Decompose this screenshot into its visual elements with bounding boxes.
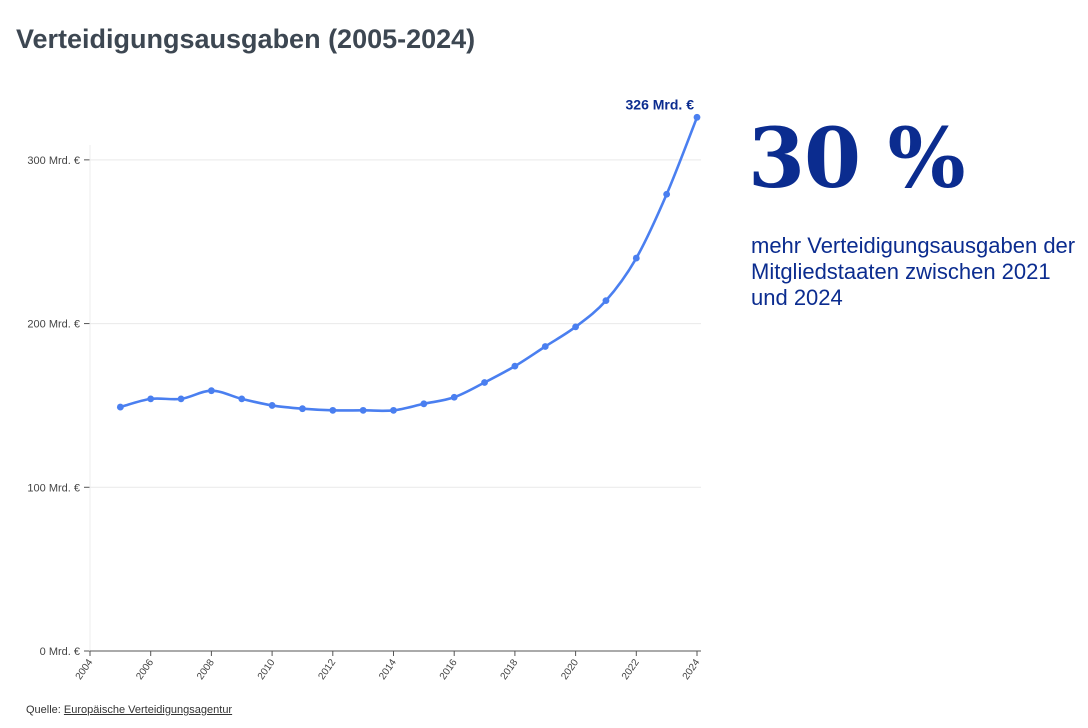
x-tick-label: 2022	[620, 657, 642, 682]
x-tick-label: 2024	[681, 657, 703, 682]
data-label-last: 326 Mrd. €	[626, 96, 695, 112]
axis-layer: 0 Mrd. € 100 Mrd. € 200 Mrd. € 300 Mrd. € 20…	[27, 145, 703, 682]
data-point	[541, 343, 549, 350]
source-note: Quelle: Europäische Verteidigungsagentur	[26, 704, 232, 716]
y-tick-label: 0 Mrd. €	[40, 646, 80, 658]
x-tick-label: 2008	[195, 657, 217, 682]
data-point	[177, 395, 185, 403]
data-point	[147, 395, 155, 403]
x-tick-label: 2012	[316, 657, 338, 682]
x-tick-label: 2006	[134, 657, 156, 682]
x-tick-label: 2010	[256, 657, 278, 682]
data-point	[572, 323, 579, 331]
data-point	[299, 405, 306, 413]
source-link[interactable]: Europäische Verteidigungsagentur	[63, 704, 233, 716]
x-tick-label: 2020	[559, 657, 581, 682]
data-point	[663, 190, 671, 198]
series-line	[119, 116, 699, 413]
data-point	[632, 254, 640, 262]
data-point	[390, 406, 397, 414]
data-point	[481, 379, 488, 386]
data-point	[268, 402, 276, 409]
label-layer: 326 Mrd. €	[626, 96, 695, 112]
data-point	[511, 362, 519, 370]
data-point	[420, 400, 428, 408]
data-point	[693, 113, 701, 121]
data-point	[359, 406, 367, 414]
data-point	[208, 387, 215, 395]
source-label: Quelle:	[26, 704, 61, 716]
data-point	[450, 393, 458, 401]
series-layer	[116, 113, 701, 414]
data-point	[329, 406, 337, 414]
stat-value: 30 %	[748, 111, 966, 207]
x-tick-label: 2016	[438, 657, 460, 682]
stat-description: mehr Verteidigungsausgaben der Mitglieds…	[751, 233, 1076, 310]
x-tick-label: 2014	[377, 657, 399, 682]
x-tick-label: 2018	[499, 657, 521, 682]
y-tick-label: 100 Mrd. €	[27, 482, 80, 494]
chart-title: Verteidigungsausgaben (2005-2024)	[16, 24, 476, 54]
data-point	[602, 297, 610, 305]
y-tick-label: 200 Mrd. €	[27, 319, 80, 331]
y-tick-label: 300 Mrd. €	[27, 155, 80, 167]
x-tick-label: 2004	[74, 657, 96, 682]
data-point	[238, 395, 246, 403]
grid-layer	[90, 159, 701, 488]
data-point	[116, 403, 124, 411]
